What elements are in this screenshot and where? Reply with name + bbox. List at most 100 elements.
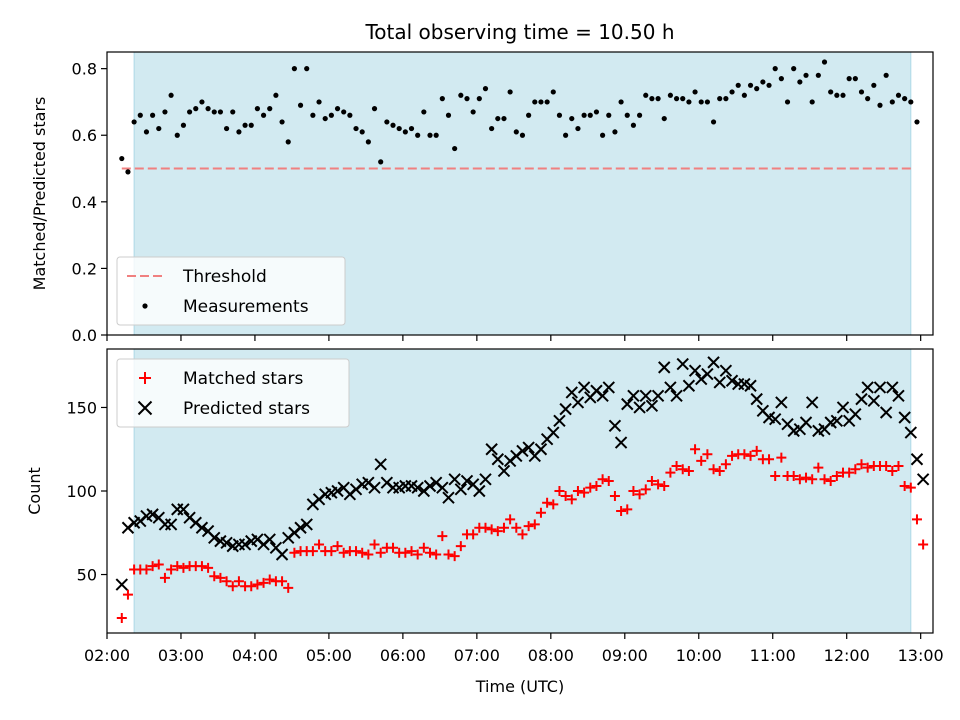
data-point <box>560 491 571 502</box>
x-tick-label: 10:00 <box>676 646 722 665</box>
data-point <box>745 450 756 461</box>
data-point <box>448 473 461 486</box>
data-point <box>696 455 707 466</box>
data-point <box>470 109 476 115</box>
data-point <box>581 112 587 118</box>
data-point <box>371 106 378 112</box>
data-point <box>616 506 627 517</box>
data-point <box>819 474 830 485</box>
data-point <box>137 112 143 118</box>
data-point <box>682 379 696 392</box>
data-point <box>347 112 353 118</box>
data-point <box>904 426 918 439</box>
data-point <box>739 449 750 460</box>
data-point <box>676 357 689 371</box>
count-legend: Matched stars Predicted stars <box>116 358 350 428</box>
data-point <box>572 486 583 496</box>
data-point <box>418 542 429 553</box>
data-point <box>775 396 788 409</box>
data-point <box>535 507 546 518</box>
data-point <box>630 122 637 128</box>
data-point <box>230 109 236 115</box>
legend-marker <box>139 372 151 384</box>
data-point <box>464 96 470 102</box>
data-point <box>670 389 683 402</box>
data-point <box>690 444 701 455</box>
data-point <box>624 112 630 118</box>
data-point <box>805 396 819 409</box>
data-point <box>751 445 762 456</box>
legend-label: Measurements <box>183 297 309 317</box>
data-point <box>115 578 129 591</box>
data-point <box>658 361 671 374</box>
data-point <box>831 470 842 481</box>
data-point <box>717 96 723 102</box>
data-point <box>852 76 858 82</box>
data-point <box>233 576 244 587</box>
data-point <box>815 72 821 78</box>
data-point <box>208 531 221 544</box>
data-point <box>735 82 741 88</box>
x-axis-label: Time (UTC) <box>475 677 564 696</box>
data-point <box>479 473 492 486</box>
data-point <box>809 99 815 105</box>
y-tick-label: 0.8 <box>72 60 97 79</box>
x-tick-label: 13:00 <box>898 646 944 665</box>
data-point <box>217 109 224 115</box>
count-y-ticks: 50 100 150 <box>66 398 107 585</box>
legend-box <box>116 358 350 428</box>
data-point <box>150 112 156 118</box>
data-point <box>865 96 871 102</box>
x-tick-label: 08:00 <box>528 646 574 665</box>
data-point <box>411 481 424 494</box>
data-point <box>273 92 279 98</box>
data-point <box>596 389 609 402</box>
data-point <box>289 547 300 558</box>
data-point <box>125 169 131 175</box>
legend-label: Predicted stars <box>183 399 310 419</box>
data-point <box>449 551 460 562</box>
data-point <box>439 96 445 102</box>
data-point <box>193 106 199 112</box>
data-point <box>275 548 289 561</box>
y-tick-label: 100 <box>66 482 97 501</box>
data-point <box>794 474 805 485</box>
data-point <box>390 122 396 128</box>
data-point <box>905 482 916 493</box>
data-point <box>400 547 411 558</box>
data-point <box>331 484 344 498</box>
data-point <box>902 96 908 102</box>
data-point <box>871 82 877 88</box>
data-point <box>692 89 698 95</box>
data-point <box>776 452 787 463</box>
data-point <box>633 401 646 414</box>
data-point <box>522 441 535 454</box>
data-point <box>640 484 651 495</box>
data-point <box>252 579 263 590</box>
data-point <box>363 549 374 560</box>
legend-box <box>116 256 346 326</box>
data-point <box>778 76 784 82</box>
data-point <box>702 449 713 460</box>
data-point <box>600 132 606 138</box>
data-point <box>698 99 704 105</box>
data-point <box>238 538 252 551</box>
data-point <box>828 89 834 95</box>
data-point <box>704 99 710 105</box>
data-point <box>365 139 371 145</box>
data-point <box>279 119 285 125</box>
ratio-y-ticks: 0.0 0.2 0.4 0.6 0.8 <box>72 60 107 345</box>
data-point <box>867 394 881 407</box>
data-point <box>159 572 170 583</box>
data-point <box>460 474 474 488</box>
data-point <box>341 109 347 115</box>
data-point <box>577 381 591 394</box>
data-point <box>297 102 304 108</box>
data-point <box>855 392 868 406</box>
data-point <box>649 96 655 102</box>
data-point <box>264 574 275 585</box>
legend-label: Matched stars <box>183 369 303 389</box>
data-point <box>277 576 288 587</box>
data-point <box>384 119 390 125</box>
data-point <box>727 450 738 461</box>
